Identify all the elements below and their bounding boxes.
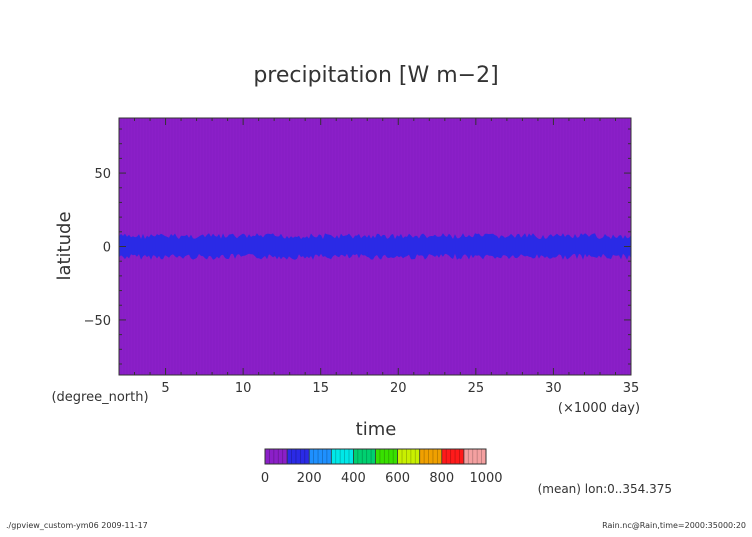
y-tick-label: 50 bbox=[94, 167, 111, 182]
y-tick-label: 0 bbox=[103, 241, 111, 256]
y-axis: 50 0 −50 bbox=[84, 128, 631, 365]
colorbar-segment bbox=[287, 449, 310, 464]
colorbar-tick-label: 800 bbox=[429, 471, 454, 486]
x-tick-label: 35 bbox=[623, 381, 640, 396]
x-axis-unit: (×1000 day) bbox=[558, 401, 640, 416]
x-tick-label: 25 bbox=[468, 381, 485, 396]
y-axis-unit: (degree_north) bbox=[51, 390, 148, 405]
heatmap-equatorial-band bbox=[119, 233, 631, 260]
x-tick-label: 30 bbox=[545, 381, 562, 396]
colorbar-segment bbox=[397, 449, 420, 464]
colorbar-segment bbox=[441, 449, 464, 464]
y-tick-label: −50 bbox=[84, 314, 111, 329]
x-tick-label: 15 bbox=[312, 381, 329, 396]
mean-note: (mean) lon:0..354.375 bbox=[538, 482, 672, 496]
colorbar-frame bbox=[264, 448, 487, 465]
x-axis: 5 10 15 20 25 30 35 bbox=[118, 118, 640, 396]
colorbar-tick-label: 600 bbox=[385, 471, 410, 486]
colorbar-tick-label: 0 bbox=[261, 471, 269, 486]
colorbar-segment bbox=[331, 449, 354, 464]
chart-title: precipitation [W m−2] bbox=[253, 63, 498, 88]
colorbar-ticks: 0 200 400 600 800 1000 bbox=[261, 471, 503, 486]
colorbar-segment bbox=[375, 449, 398, 464]
colorbar-segment bbox=[419, 449, 442, 464]
x-tick-label: 20 bbox=[390, 381, 407, 396]
colorbar-tick-label: 400 bbox=[341, 471, 366, 486]
footer-right: Rain.nc@Rain,time=2000:35000:20 bbox=[602, 521, 746, 530]
colorbar-segment bbox=[265, 449, 288, 464]
y-axis-label: latitude bbox=[54, 211, 75, 280]
footer-left: ./gpview_custom-ym06 2009-11-17 bbox=[6, 521, 148, 530]
x-axis-label: time bbox=[356, 419, 397, 440]
colorbar-tick-label: 200 bbox=[297, 471, 322, 486]
plot-area bbox=[118, 117, 632, 376]
x-tick-label: 10 bbox=[235, 381, 252, 396]
colorbar-segment bbox=[309, 449, 332, 464]
colorbar bbox=[264, 448, 487, 465]
x-tick-label: 5 bbox=[161, 381, 169, 396]
colorbar-tick-label: 1000 bbox=[469, 471, 502, 486]
colorbar-segment bbox=[463, 449, 486, 464]
colorbar-segment bbox=[353, 449, 376, 464]
